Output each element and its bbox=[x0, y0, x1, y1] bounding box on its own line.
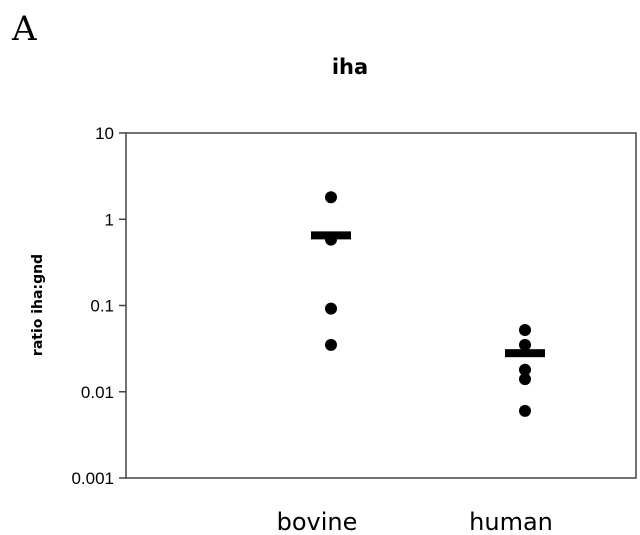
data-point bbox=[519, 363, 531, 376]
data-marks bbox=[311, 191, 545, 417]
mean-bar bbox=[505, 349, 545, 358]
y-axis-ticks: 10 1 0.1 0.01 0.001 bbox=[71, 124, 126, 488]
data-point bbox=[519, 373, 531, 386]
data-point bbox=[519, 323, 531, 336]
data-point bbox=[519, 404, 531, 417]
y-tick-label: 1 bbox=[105, 210, 114, 229]
y-tick-label: 0.01 bbox=[81, 383, 114, 402]
y-tick-label: 0.001 bbox=[71, 469, 114, 488]
data-point bbox=[325, 302, 337, 315]
mean-bar bbox=[311, 231, 351, 240]
panel-letter: A bbox=[11, 9, 37, 49]
data-point bbox=[325, 191, 337, 204]
chart-title: iha bbox=[332, 55, 368, 79]
data-point bbox=[519, 338, 531, 351]
y-axis-label: ratio iha:gnd bbox=[30, 254, 46, 356]
category-label: bovine bbox=[277, 508, 358, 535]
plot-area bbox=[125, 132, 637, 479]
y-tick-label: 10 bbox=[95, 124, 114, 143]
category-label: human bbox=[469, 508, 553, 535]
data-point bbox=[325, 338, 337, 351]
category-labels: bovine human bbox=[277, 508, 553, 535]
y-tick-label: 0.1 bbox=[90, 297, 114, 316]
